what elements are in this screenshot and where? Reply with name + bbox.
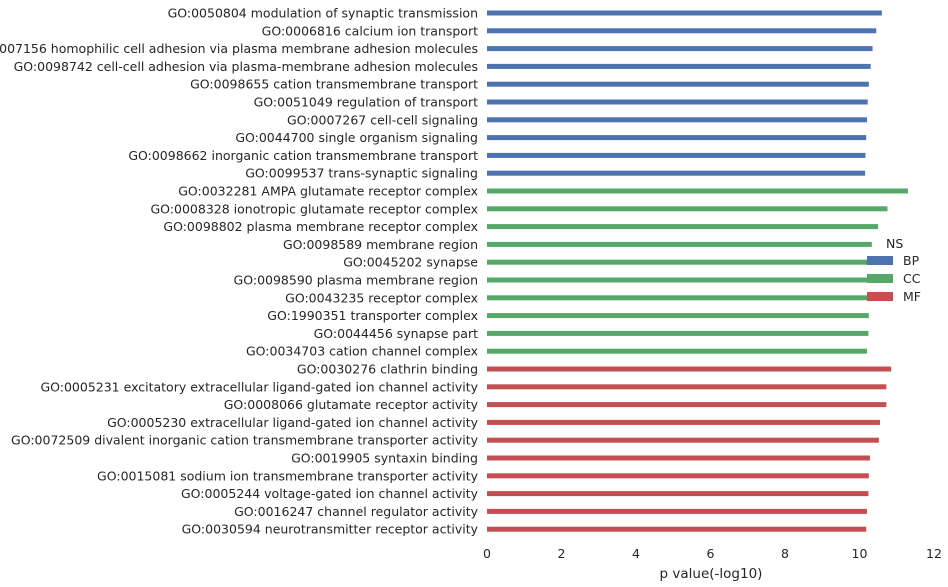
legend-title: NS [886,236,903,251]
category-label: GO:0030276 clathrin binding [297,362,478,377]
x-tick-label: 2 [558,546,566,561]
category-label: GO:0098742 cell-cell adhesion via plasma… [14,59,478,74]
category-label: GO:0098662 inorganic cation transmembran… [128,148,478,163]
category-label: GO:0045202 synapse [343,255,478,270]
bar-cc-5 [487,259,871,265]
category-label: GO:0008328 ionotropic glutamate receptor… [151,201,479,216]
category-label: GO:0019905 syntaxin binding [291,451,478,466]
x-axis-ticks: 0 2 4 6 8 10 12 [483,546,942,561]
bar-mf-2 [487,384,887,390]
category-label: GO:0098802 plasma membrane receptor comp… [163,219,478,234]
bar-cc-1 [487,188,908,194]
bar-mf-10 [487,526,867,532]
bars-group [487,10,908,532]
bar-bp-9 [487,152,866,158]
category-label: GO:0034703 cation channel complex [246,344,478,359]
category-label: GO:0008066 glutamate receptor activity [224,397,479,412]
category-label: GO:0044456 synapse part [314,326,478,341]
category-label: GO:0032281 AMPA glutamate receptor compl… [178,184,478,199]
category-label: GO:1990351 transporter complex [267,308,478,323]
category-label: GO:0007267 cell-cell signaling [287,112,478,127]
bar-cc-4 [487,241,872,247]
bar-mf-5 [487,437,879,443]
category-label: GO:0006816 calcium ion transport [262,23,478,38]
category-label: GO:0098655 cation transmembrane transpor… [190,77,478,92]
category-labels: GO:0050804 modulation of synaptic transm… [0,6,479,537]
category-label: GO:0072509 divalent inorganic cation tra… [11,433,479,448]
bar-mf-4 [487,419,880,425]
bar-bp-5 [487,81,869,87]
legend-label-mf: MF [903,289,921,304]
bar-cc-3 [487,224,879,230]
bar-bp-1 [487,10,882,16]
category-label: GO:0043235 receptor complex [285,290,478,305]
category-label: GO:0030594 neurotransmitter receptor act… [182,522,479,537]
x-axis-label: p value(-log10) [660,566,763,582]
category-label: GO:0099537 trans-synaptic signaling [245,166,478,181]
legend-swatch-cc [867,274,893,283]
category-label: GO:0051049 regulation of transport [254,95,479,110]
x-tick-label: 4 [632,546,640,561]
category-label: GO:0005231 excitatory extracellular liga… [40,379,478,394]
bar-bp-8 [487,135,867,141]
x-tick-label: 0 [483,546,491,561]
bar-cc-7 [487,295,870,301]
category-label: GO:0015081 sodium ion transmembrane tran… [97,468,479,483]
category-label: GO:0005230 extracellular ligand-gated io… [107,415,479,430]
category-label: GO:0005244 voltage-gated ion channel act… [181,486,479,501]
bar-bp-3 [487,46,873,52]
category-label: GO:0098590 plasma membrane region [234,273,478,288]
bar-cc-2 [487,206,888,212]
bar-mf-1 [487,366,892,372]
bar-mf-9 [487,508,867,514]
bar-cc-9 [487,330,869,336]
legend-label-cc: CC [903,271,921,286]
bar-cc-10 [487,348,867,354]
bar-cc-6 [487,277,870,283]
legend-label-bp: BP [903,253,920,268]
x-tick-label: 10 [852,546,868,561]
bar-bp-6 [487,99,868,105]
x-tick-label: 8 [781,546,789,561]
category-label: GO:0050804 modulation of synaptic transm… [168,6,478,21]
bar-mf-7 [487,473,869,479]
category-label: GO:0016247 channel regulator activity [234,504,478,519]
bar-mf-8 [487,491,869,497]
legend: NS BP CC MF [867,236,921,304]
x-tick-label: 6 [707,546,715,561]
bar-bp-10 [487,170,866,176]
category-label: GO:0007156 homophilic cell adhesion via … [0,41,478,56]
bar-mf-6 [487,455,870,461]
x-tick-label: 12 [926,546,942,561]
category-label: GO:0044700 single organism signaling [235,130,478,145]
legend-swatch-bp [867,256,893,265]
bar-bp-4 [487,63,871,69]
category-label: GO:0098589 membrane region [283,237,478,252]
legend-swatch-mf [867,292,893,301]
bar-bp-2 [487,28,877,34]
bar-bp-7 [487,117,867,123]
bar-mf-3 [487,402,887,408]
bar-cc-8 [487,313,869,319]
